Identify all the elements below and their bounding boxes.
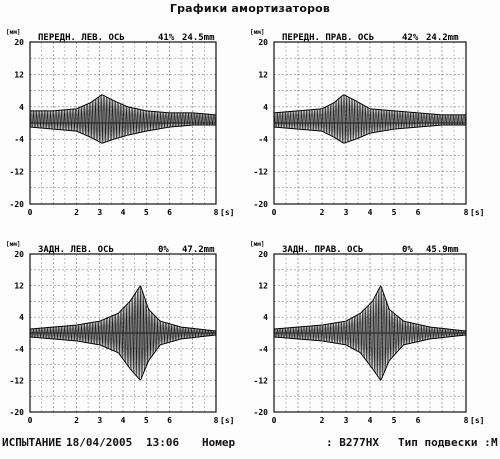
envelope-lower: [273, 124, 466, 144]
efficiency-value: 41%: [158, 33, 175, 43]
x-tick-label: 4: [368, 208, 373, 217]
x-tick-label: 2: [320, 416, 325, 425]
x-tick-label: 3: [344, 416, 349, 425]
oscillation-trace: [273, 287, 467, 381]
x-tick-label: 5: [144, 416, 149, 425]
envelope-upper: [273, 94, 466, 116]
x-tick-label: 8: [464, 416, 469, 425]
efficiency-value: 42%: [402, 33, 419, 43]
page-title: Графики амортизаторов: [169, 2, 331, 15]
axle-title: ЗАДН. ПРАВ. ОСЬ: [282, 245, 363, 255]
suspension-type-value: M: [491, 436, 498, 449]
y-unit-label: [мм]: [250, 29, 264, 36]
x-tick-label: 8: [214, 416, 219, 425]
amplitude-value: 45.9mm: [426, 245, 459, 255]
x-tick-label: 5: [392, 416, 397, 425]
test-time: 13:06: [146, 436, 180, 449]
x-tick-label: 2: [74, 416, 79, 425]
x-tick-label: 8: [464, 208, 469, 217]
amplitude-value: 24.2mm: [426, 33, 459, 43]
y-tick-label: -12: [10, 376, 25, 385]
y-tick-label: -20: [254, 408, 269, 417]
axle-title: ПЕРЕДН. ЛЕВ. ОСЬ: [38, 33, 125, 43]
chart-front-right: [мм]ПЕРЕДН. ПРАВ. ОСЬ 42% 24.2mm20124-4-12…: [250, 29, 484, 217]
envelope-lower: [29, 124, 216, 144]
y-tick-label: 4: [19, 313, 24, 322]
efficiency-value: 0%: [158, 245, 169, 255]
y-tick-label: 4: [19, 103, 24, 112]
y-unit-label: [мм]: [6, 29, 20, 36]
y-tick-label: -20: [10, 200, 25, 209]
x-tick-label: 2: [320, 208, 325, 217]
x-tick-label: 6: [416, 208, 421, 217]
x-tick-label: 2: [74, 208, 79, 217]
y-tick-label: -20: [254, 200, 269, 209]
x-tick-label: 0: [272, 208, 277, 217]
test-label: ИСПЫТАНИЕ: [2, 436, 62, 449]
x-tick-label: 5: [392, 208, 397, 217]
oscillation-trace: [29, 285, 217, 379]
y-tick-label: -4: [14, 345, 24, 354]
chart-rear-left: [мм] ЗАДН. ЛЕВ. ОСЬ 0% 47.2mm 20 12 4 -4 -12 -200…: [6, 241, 234, 425]
y-tick-label: -20: [10, 408, 25, 417]
envelope-upper: [29, 285, 217, 332]
x-tick-label: 0: [28, 208, 33, 217]
oscillation-trace: [29, 95, 217, 143]
envelope-upper: [30, 94, 217, 116]
envelope-lower: [29, 334, 217, 381]
y-tick-label: 12: [258, 70, 268, 79]
x-tick-label: 6: [167, 416, 172, 425]
y-tick-label: 12: [14, 70, 24, 79]
y-tick-label: 20: [258, 38, 268, 47]
chart-front-left: [мм]ПЕРЕДН. ЛЕВ. ОСЬ 41% 24.5mm20124-4-12-…: [6, 29, 234, 217]
amplitude-value: 47.2mm: [182, 245, 215, 255]
x-tick-label: 4: [368, 416, 373, 425]
x-unit-label: [s]: [220, 416, 234, 425]
x-unit-label: [s]: [220, 208, 234, 217]
envelope-lower: [273, 334, 467, 381]
x-unit-label: [s]: [470, 416, 484, 425]
axle-title: ЗАДН. ЛЕВ. ОСЬ: [38, 245, 114, 255]
y-tick-label: 4: [263, 313, 268, 322]
number-label: Номер: [202, 436, 236, 449]
y-tick-label: 4: [263, 103, 268, 112]
y-tick-label: -12: [254, 376, 269, 385]
y-tick-label: 20: [14, 38, 24, 47]
x-tick-label: 0: [28, 416, 33, 425]
y-tick-label: 12: [14, 282, 24, 291]
chart-rear-right: [мм]ЗАДН. ПРАВ. ОСЬ 0% 45.9mm20124-4-12-20…: [250, 241, 484, 425]
x-tick-label: 6: [167, 208, 172, 217]
envelope-upper: [273, 285, 467, 332]
x-unit-label: [s]: [470, 208, 484, 217]
suspension-type-label: Тип подвески :: [398, 436, 491, 449]
y-tick-label: -4: [258, 345, 268, 354]
efficiency-value: 0%: [402, 245, 413, 255]
oscillation-trace: [273, 95, 467, 143]
x-tick-label: 3: [97, 208, 102, 217]
amplitude-value: 24.5mm: [182, 33, 215, 43]
axle-title: ПЕРЕДН. ПРАВ. ОСЬ: [282, 33, 374, 43]
y-tick-label: -4: [258, 135, 268, 144]
x-tick-label: 8: [214, 208, 219, 217]
x-tick-label: 4: [121, 208, 126, 217]
x-tick-label: 3: [344, 208, 349, 217]
y-tick-label: 20: [258, 250, 268, 259]
status-footer: ИСПЫТАНИЕ 18/04/2005 13:06 Номер : B277H…: [0, 436, 500, 456]
y-tick-label: 12: [258, 282, 268, 291]
plate-number: : B277HX: [326, 436, 379, 449]
x-tick-label: 4: [121, 416, 126, 425]
x-tick-label: 5: [144, 208, 149, 217]
y-tick-label: -4: [14, 135, 24, 144]
y-tick-label: 20: [14, 250, 24, 259]
y-tick-label: -12: [10, 168, 25, 177]
y-unit-label: [мм]: [6, 241, 20, 248]
y-unit-label: [мм]: [250, 241, 264, 248]
x-tick-label: 6: [416, 416, 421, 425]
x-tick-label: 3: [97, 416, 102, 425]
test-date: 18/04/2005: [66, 436, 133, 449]
x-tick-label: 0: [272, 416, 277, 425]
y-tick-label: -12: [254, 168, 269, 177]
